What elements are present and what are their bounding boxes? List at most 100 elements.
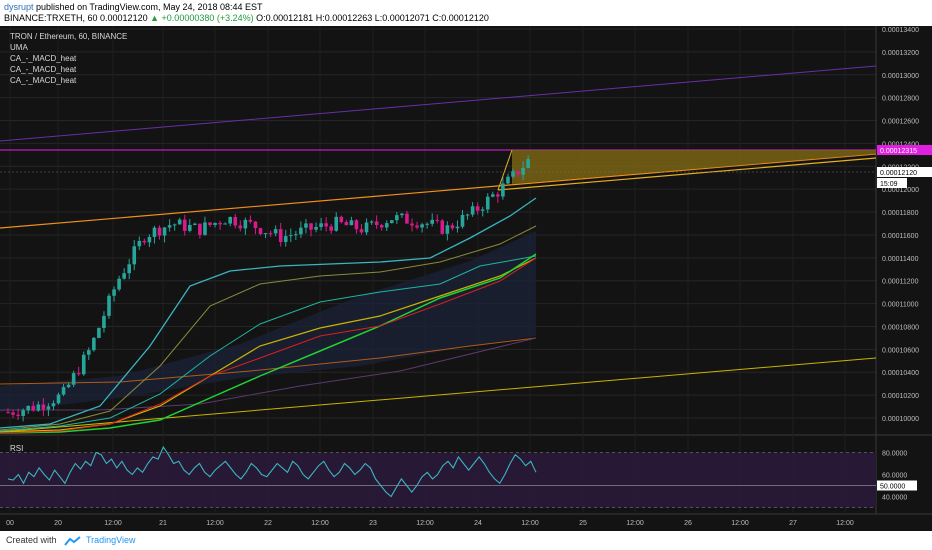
candle-body — [258, 228, 263, 235]
candle-body — [420, 224, 424, 228]
candle-body — [314, 227, 318, 230]
rsi-line — [7, 445, 537, 498]
candle-body — [299, 227, 303, 235]
candle-body — [319, 223, 323, 228]
legend-item-macd-1: CA_-_MACD_heat — [10, 54, 77, 63]
price-tick-label: 0.00012000 — [882, 187, 919, 194]
time-tick-label: 12:00 — [206, 520, 224, 527]
candle-body — [349, 220, 354, 226]
candle-body — [364, 222, 369, 233]
candle-body — [97, 328, 101, 338]
ma-red — [0, 257, 537, 434]
ma-cyan — [0, 197, 537, 429]
candle-body — [147, 236, 152, 243]
candle-body — [102, 315, 106, 329]
candle-body — [501, 183, 505, 197]
candle-body — [390, 220, 394, 224]
candle-body — [132, 246, 137, 265]
chart-area[interactable]: 0.00013400 0.00013200 0.00013000 0.00012800… — [0, 26, 932, 531]
time-tick-label: 26 — [684, 520, 692, 527]
candle-body — [400, 213, 404, 216]
candle-body — [238, 225, 243, 229]
legend-item-uma: UMA — [10, 43, 28, 52]
candle-body — [263, 233, 268, 235]
candle-body — [521, 167, 525, 175]
candle-body — [465, 214, 470, 216]
candle-body — [344, 222, 349, 226]
time-tick-label: 24 — [474, 520, 482, 527]
candle-body — [470, 206, 475, 215]
candle-body — [76, 373, 81, 375]
tradingview-brand[interactable]: TradingView — [86, 535, 136, 545]
rsi-tick-label: 60.0000 — [882, 473, 907, 480]
candle-body — [213, 222, 217, 225]
candle-body — [485, 196, 490, 210]
candle-body — [26, 405, 30, 411]
ma-teal-1 — [0, 255, 537, 432]
time-tick-label: 21 — [159, 520, 167, 527]
candle-body — [107, 295, 111, 316]
price-tick-label: 0.00012800 — [882, 96, 919, 103]
candle-body — [87, 350, 91, 355]
time-tick-label: 25 — [579, 520, 587, 527]
price-tick-label: 0.00013000 — [882, 73, 919, 80]
candle-body — [177, 219, 182, 225]
cloud-band — [0, 231, 536, 412]
candle-body — [117, 278, 121, 290]
price-tick-label: 0.00010200 — [882, 393, 919, 400]
candle-body — [445, 225, 450, 234]
chart-canvas[interactable]: 0.00013400 0.00013200 0.00013000 0.00012800… — [0, 26, 932, 531]
candle-body — [172, 224, 177, 226]
rsi-tick-label: 50.0000 — [880, 484, 905, 491]
candle-body — [374, 221, 379, 226]
rsi-tick-label: 40.0000 — [882, 495, 907, 502]
candle-body — [354, 220, 359, 230]
price-label-bg — [877, 167, 932, 177]
candle-body — [6, 412, 10, 414]
rsi-level-bg — [877, 480, 917, 491]
candle-body — [157, 227, 162, 236]
candle-body — [218, 222, 222, 225]
last-price: 0.00012120 — [100, 13, 148, 23]
time-tick-label: 00 — [6, 520, 14, 527]
candle-body — [425, 223, 429, 225]
price-tick-label: 0.00013400 — [882, 27, 919, 34]
created-with-text: Created with — [6, 535, 57, 545]
price-tick-label: 0.00012400 — [882, 141, 919, 148]
countdown-bg — [877, 178, 907, 188]
candle-body — [334, 216, 339, 231]
candle-body — [304, 223, 308, 228]
candle-body — [36, 404, 41, 411]
candle-body — [188, 224, 192, 231]
time-tick-label: 27 — [789, 520, 797, 527]
candle-body — [71, 373, 76, 385]
candle-body — [56, 394, 61, 404]
candle-body — [455, 226, 460, 229]
author-link[interactable]: dysrupt — [4, 2, 34, 12]
candle-body — [137, 240, 142, 247]
candle-body — [460, 214, 465, 227]
published-text: published on TradingView.com, May 24, 20… — [36, 2, 263, 12]
candle-body — [253, 221, 258, 229]
rsi-tick-label: 80.0000 — [882, 451, 907, 458]
time-tick-label: 23 — [369, 520, 377, 527]
candle-body — [430, 219, 434, 224]
time-tick-label: 12:00 — [104, 520, 122, 527]
legend-item-macd-2: CA_-_MACD_heat — [10, 65, 77, 74]
price-label-bg — [877, 145, 932, 155]
price-tick-label: 0.00012600 — [882, 119, 919, 126]
candle-body — [294, 234, 298, 236]
candle-body — [435, 219, 440, 221]
candle-body — [506, 176, 510, 184]
candle-body — [248, 219, 253, 222]
candle-body — [309, 223, 313, 230]
candle-body — [496, 194, 500, 197]
price-change: +0.00000380 (+3.24%) — [161, 13, 254, 23]
price-label-last: 0.00012120 — [880, 170, 917, 177]
candle-body — [526, 159, 530, 168]
candle-body — [233, 217, 238, 226]
candle-body — [31, 405, 36, 411]
price-tick-label: 0.00011600 — [882, 233, 919, 240]
symbol-line: BINANCE:TRXETH, 60 0.00012120 ▲ +0.00000… — [4, 13, 489, 23]
time-tick-label: 22 — [264, 520, 272, 527]
